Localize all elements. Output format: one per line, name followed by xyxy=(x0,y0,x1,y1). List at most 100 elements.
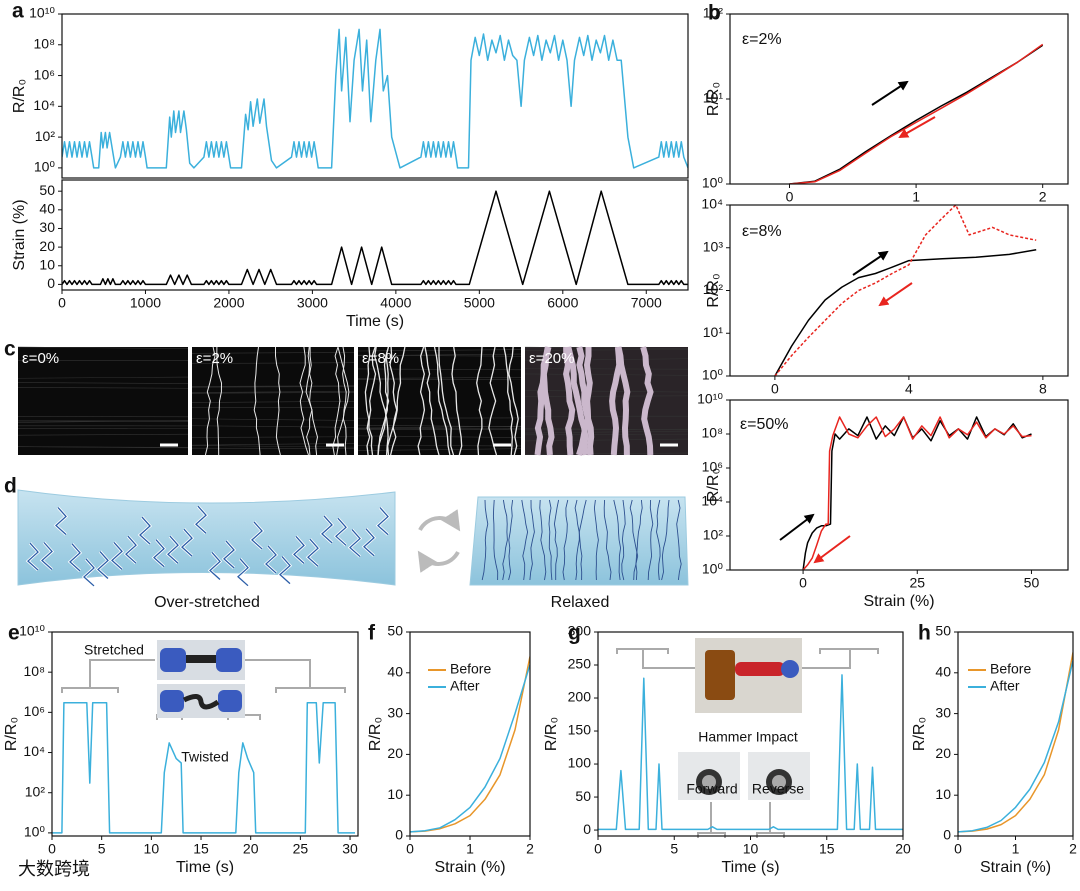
plot-frame xyxy=(729,13,1069,185)
crack xyxy=(97,551,109,579)
x-tick-label: 0 xyxy=(594,841,602,857)
data-line xyxy=(958,660,1073,833)
crack xyxy=(41,542,53,570)
plot-frame xyxy=(51,631,359,837)
schematic-label: Relaxed xyxy=(551,594,610,611)
crack xyxy=(661,499,670,581)
legend-label: After xyxy=(450,678,480,694)
x-tick-label: 0 xyxy=(954,841,962,857)
x-axis-label: Time (s) xyxy=(346,313,404,330)
y-tick-label: 10³ xyxy=(703,238,724,254)
y-tick-label: 20 xyxy=(935,745,951,761)
x-tick-label: 15 xyxy=(819,841,835,857)
y-tick-label: 10⁸ xyxy=(34,35,56,51)
plot-frame xyxy=(957,631,1074,837)
micrograph xyxy=(18,347,188,455)
y-tick-label: 20 xyxy=(387,745,403,761)
crack xyxy=(293,535,305,564)
crack xyxy=(27,542,39,571)
texture xyxy=(524,348,689,351)
crack xyxy=(153,539,165,568)
crack xyxy=(529,499,535,581)
annotation: Forward xyxy=(686,781,737,797)
texture xyxy=(524,346,689,349)
crack xyxy=(363,528,375,557)
texture xyxy=(524,390,689,393)
data-line xyxy=(62,190,688,286)
y-tick-label: 10² xyxy=(703,281,724,297)
data-line xyxy=(410,664,530,833)
x-tick-label: 2 xyxy=(1069,841,1077,857)
crack xyxy=(539,499,547,581)
x-tick-label: 5 xyxy=(670,841,678,857)
y-tick-label: 10² xyxy=(703,5,724,21)
texture xyxy=(357,427,522,430)
crack xyxy=(111,541,123,570)
texture xyxy=(191,390,355,393)
y-tick-label: 10⁴ xyxy=(33,97,55,113)
y-tick-label: 250 xyxy=(568,656,592,672)
crack xyxy=(548,499,553,581)
x-tick-label: 0 xyxy=(58,295,66,311)
y-tick-label: 0 xyxy=(47,275,55,291)
y-tick-label: 300 xyxy=(568,623,592,639)
x-tick-label: 4000 xyxy=(380,295,411,311)
y-tick-label: 10¹⁰ xyxy=(29,5,55,21)
y-tick-label: 30 xyxy=(935,704,951,720)
data-line xyxy=(774,248,1037,376)
x-axis-label: Time (s) xyxy=(176,859,234,876)
y-tick-label: 10¹ xyxy=(703,90,724,106)
x-tick-label: 50 xyxy=(1024,575,1040,591)
legend-label: Before xyxy=(990,661,1031,677)
crack xyxy=(377,346,390,456)
y-tick-label: 10⁸ xyxy=(24,663,46,679)
crack xyxy=(553,499,560,580)
x-tick-label: 7000 xyxy=(631,295,662,311)
x-tick-label: 0 xyxy=(771,381,779,397)
annotation: ε=8% xyxy=(742,223,782,240)
plot-frame xyxy=(729,204,1069,377)
y-tick-label: 0 xyxy=(943,827,951,843)
y-tick-label: 40 xyxy=(39,201,55,217)
y-tick-label: 20 xyxy=(39,238,55,254)
x-tick-label: 10 xyxy=(144,841,160,857)
y-tick-label: 10⁰ xyxy=(702,367,724,383)
y-tick-label: 10 xyxy=(387,786,403,802)
texture xyxy=(191,362,355,364)
direction-arrows xyxy=(779,80,936,564)
y-tick-label: 10 xyxy=(935,786,951,802)
x-tick-label: 0 xyxy=(406,841,414,857)
panel-letter: h xyxy=(918,622,931,645)
y-tick-label: 10² xyxy=(25,783,46,799)
crack xyxy=(125,535,137,564)
crack xyxy=(451,346,463,456)
crack xyxy=(476,346,483,456)
y-tick-label: 10¹⁰ xyxy=(19,623,45,639)
x-tick-label: 1 xyxy=(466,841,474,857)
crack xyxy=(216,346,223,456)
annotation: Twisted xyxy=(181,749,228,765)
schematic-cracks xyxy=(25,499,682,588)
crack xyxy=(540,346,555,456)
y-tick-label: 10¹ xyxy=(703,324,724,340)
photo-insets xyxy=(616,638,879,838)
x-tick-label: 4 xyxy=(905,381,913,397)
micrograph-label: ε=2% xyxy=(196,350,233,367)
texture xyxy=(191,392,355,394)
crack xyxy=(424,346,440,456)
crack xyxy=(656,499,661,581)
crack xyxy=(633,499,643,581)
texture xyxy=(191,418,355,421)
y-tick-label: 10⁰ xyxy=(24,824,46,840)
texture xyxy=(191,352,355,354)
annotation: ε=2% xyxy=(742,31,782,48)
plot-frame xyxy=(597,631,904,837)
y-tick-label: 30 xyxy=(39,219,55,235)
crack xyxy=(265,545,277,574)
crack xyxy=(279,556,291,585)
crack xyxy=(349,529,361,558)
x-axis-label: Time (s) xyxy=(721,859,779,876)
y-tick-label: 150 xyxy=(568,722,592,738)
crack xyxy=(55,507,67,535)
